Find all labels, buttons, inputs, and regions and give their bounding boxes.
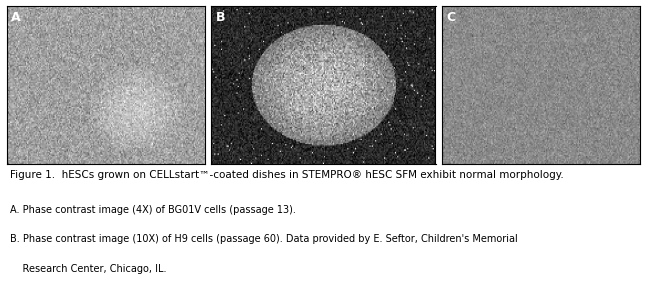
Text: A. Phase contrast image (4X) of BG01V cells (passage 13).: A. Phase contrast image (4X) of BG01V ce…	[10, 205, 296, 215]
Text: C: C	[446, 11, 455, 24]
Text: Figure 1.  hESCs grown on CELLstart™-coated dishes in STEMPRO® hESC SFM exhibit : Figure 1. hESCs grown on CELLstart™-coat…	[10, 170, 564, 180]
Text: A: A	[10, 11, 20, 24]
Text: Research Center, Chicago, IL.: Research Center, Chicago, IL.	[10, 264, 166, 274]
Text: B. Phase contrast image (10X) of H9 cells (passage 60). Data provided by E. Seft: B. Phase contrast image (10X) of H9 cell…	[10, 234, 517, 244]
Text: B: B	[216, 11, 226, 24]
